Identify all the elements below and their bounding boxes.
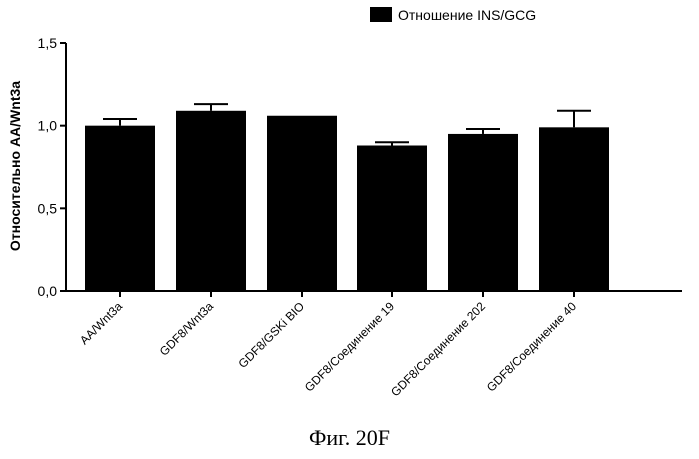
legend: Отношение INS/GCG (370, 7, 536, 23)
y-tick-label: 1,5 (38, 35, 58, 51)
bar (357, 146, 427, 291)
x-tick-label: GDF8/Соединение 40 (484, 299, 580, 395)
x-tick-label: GDF8/GSKi BIO (235, 299, 307, 371)
bar (176, 111, 246, 291)
y-tick-label: 1,0 (38, 118, 58, 134)
y-ticks: 0,0 0,5 1,0 1,5 (38, 35, 66, 299)
bar (539, 127, 609, 291)
bar (267, 116, 337, 291)
x-tick-label: AA/Wnt3a (77, 299, 125, 347)
legend-swatch (370, 7, 392, 22)
x-tick-label: GDF8/Соединение 19 (302, 299, 398, 395)
x-tick-label: GDF8/Wnt3a (157, 299, 217, 359)
figure-caption: Фиг. 20F (0, 424, 699, 452)
x-tick-label: GDF8/Соединение 202 (388, 299, 488, 399)
bar (85, 126, 155, 291)
legend-label: Отношение INS/GCG (398, 7, 536, 23)
bar (448, 134, 518, 291)
bars (85, 111, 609, 291)
x-tick-labels: AA/Wnt3aGDF8/Wnt3aGDF8/GSKi BIOGDF8/Соед… (77, 299, 579, 399)
y-axis-label: Относительно AA/Wnt3a (7, 81, 23, 251)
y-tick-label: 0,5 (38, 200, 58, 216)
y-tick-label: 0,0 (38, 283, 58, 299)
